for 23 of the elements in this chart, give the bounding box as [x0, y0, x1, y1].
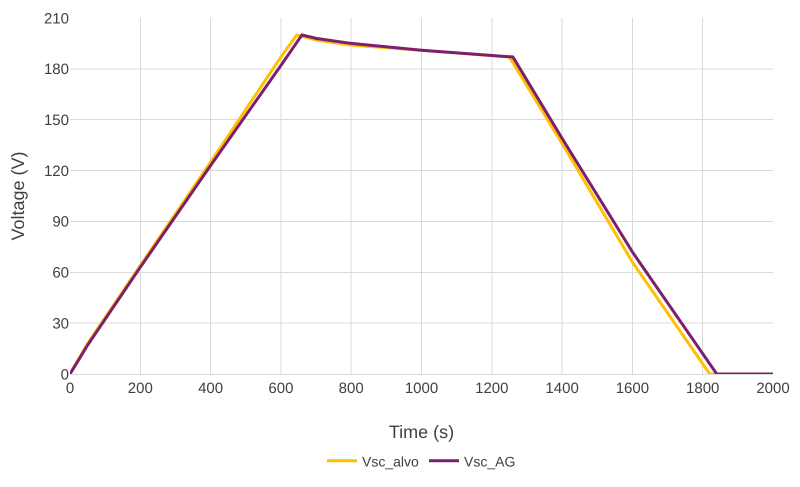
legend-label: Vsc_alvo: [362, 453, 420, 470]
y-tick-label: 0: [60, 366, 69, 384]
x-tick-label: 1400: [545, 380, 579, 397]
x-tick-label: 600: [268, 380, 294, 397]
y-tick-label: 180: [44, 61, 69, 78]
x-tick-label: 1200: [475, 380, 508, 397]
x-tick-label: 1600: [616, 380, 650, 397]
y-axis-title: Voltage (V): [8, 151, 28, 241]
x-tick-label: 1800: [686, 380, 720, 397]
x-tick-label: 200: [128, 380, 153, 397]
y-tick-label: 120: [44, 162, 69, 180]
x-axis-title: Time (s): [388, 422, 454, 442]
x-tick-label: 2000: [756, 380, 790, 397]
x-tick-label: 400: [198, 380, 224, 397]
legend-label: Vsc_AG: [464, 453, 516, 470]
x-tick-label: 1000: [404, 380, 438, 397]
y-tick-label: 210: [44, 10, 69, 28]
y-tick-label: 30: [52, 315, 69, 332]
y-tick-label: 60: [52, 264, 69, 282]
y-tick-label: 150: [44, 112, 69, 129]
x-tick-label: 800: [338, 380, 364, 397]
y-tick-label: 90: [52, 214, 69, 231]
line-series: [70, 33, 773, 374]
